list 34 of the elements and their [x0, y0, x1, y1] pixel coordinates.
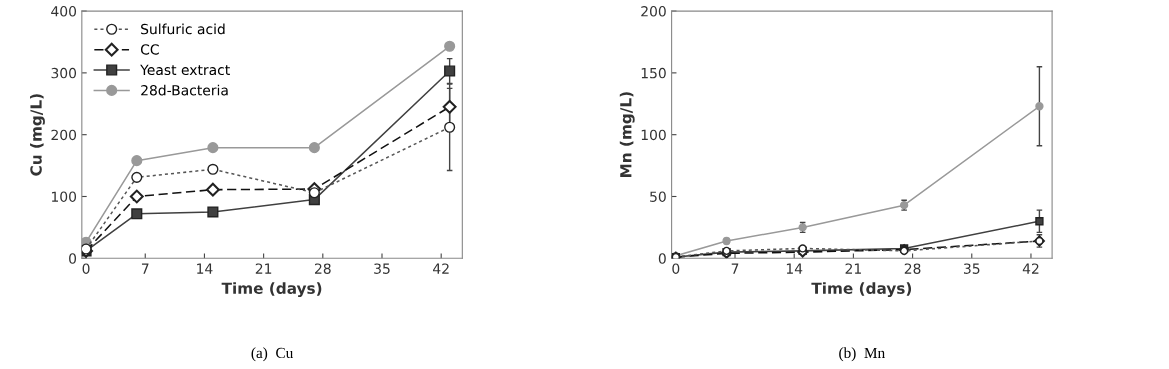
x-tick-label: 42	[433, 263, 449, 274]
y-tick-label: 100	[641, 129, 666, 141]
text: (b) Mn	[839, 347, 885, 362]
y-tick-label: 150	[641, 67, 666, 79]
x-tick-label: 0	[82, 263, 90, 274]
y-axis-title: Cu (mg/L)	[30, 94, 45, 176]
x-tick-label: 21	[255, 263, 272, 274]
legend-label: Yeast extract	[140, 64, 230, 76]
y-tick-label: 100	[51, 191, 77, 202]
y-axis-title: Mn (mg/L)	[619, 92, 635, 178]
x-tick-label: 35	[963, 263, 980, 274]
x-tick-label: 21	[845, 263, 861, 274]
x-tick-label: 35	[374, 263, 390, 274]
x-tick-label: 14	[786, 263, 803, 274]
x-tick-label: 7	[141, 263, 149, 274]
legend-label: 28d-Bacteria	[141, 84, 228, 96]
y-tick-label: 0	[658, 253, 666, 264]
legend-label: Sulfuric acid	[141, 23, 225, 35]
x-tick-label: 28	[904, 263, 921, 274]
text: (a) Cu	[251, 347, 294, 362]
x-tick-label: 0	[672, 263, 680, 274]
y-tick-label: 200	[51, 129, 77, 141]
x-axis-title: Time (days)	[221, 282, 322, 298]
x-axis-title: Time (days)	[811, 282, 912, 298]
x-tick-label: 28	[314, 263, 331, 274]
x-tick-label: 42	[1022, 263, 1039, 274]
y-tick-label: 400	[51, 6, 77, 17]
legend-label: CC	[140, 44, 159, 55]
x-tick-label: 14	[197, 263, 213, 274]
y-tick-label: 200	[641, 6, 666, 17]
y-tick-label: 50	[650, 191, 666, 202]
y-tick-label: 300	[51, 67, 77, 79]
x-tick-label: 7	[731, 263, 739, 274]
y-tick-label: 0	[69, 253, 77, 264]
